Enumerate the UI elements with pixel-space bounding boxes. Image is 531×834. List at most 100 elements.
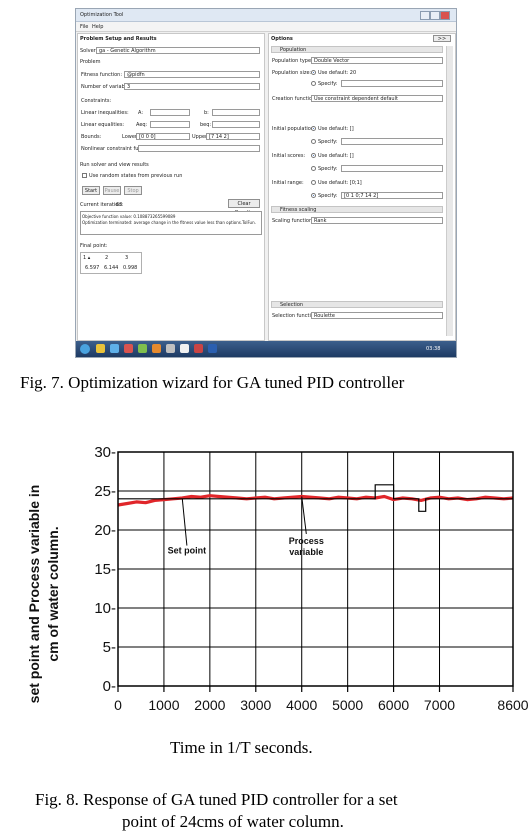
- final-point-table: 1 ▴ 2 3 6.597 6.144 0.998: [80, 252, 142, 274]
- pop-type-label: Population type:: [272, 58, 313, 64]
- maximize-icon[interactable]: [430, 11, 440, 20]
- pause-button[interactable]: Pause: [103, 186, 121, 195]
- pdf-icon[interactable]: [194, 344, 203, 353]
- init-pop-specify-radio[interactable]: [311, 139, 316, 144]
- lower-field[interactable]: [0 0 0]: [136, 133, 190, 140]
- process-variable-line: [117, 494, 514, 507]
- chart-series: [117, 484, 514, 512]
- explorer-icon[interactable]: [96, 344, 105, 353]
- matlab-icon[interactable]: [152, 344, 161, 353]
- init-range-label: Initial range:: [272, 180, 304, 186]
- nvars-field[interactable]: 3: [124, 83, 260, 90]
- pop-size-field[interactable]: [341, 80, 443, 87]
- fig7-caption: Fig. 7. Optimization wizard for GA tuned…: [20, 373, 405, 392]
- plot-frame: [117, 451, 514, 687]
- results-text-area[interactable]: Objective function value: 0.108873265599…: [80, 211, 262, 235]
- selection-fn-select[interactable]: Roulette: [311, 312, 443, 319]
- fig8-caption-line2: point of 24cms of water column.: [122, 812, 344, 831]
- hide-options-button[interactable]: >>: [433, 35, 451, 42]
- lin-eq-a-label: Aeq:: [136, 122, 148, 128]
- x-tick-label: 8600: [497, 697, 528, 713]
- chart-annotation: variable: [289, 547, 323, 557]
- current-iteration-value: 63: [116, 202, 123, 208]
- init-pop-default-radio[interactable]: [311, 126, 316, 131]
- title-bar: Optimization Tool: [76, 9, 456, 22]
- lin-ineq-a-field[interactable]: [150, 109, 190, 116]
- fitness-scaling-section-header[interactable]: Fitness scaling: [271, 206, 443, 213]
- creation-select[interactable]: Use constraint dependent default: [311, 95, 443, 102]
- x-tick-label: 2000: [194, 697, 225, 713]
- windows-taskbar: 03:38: [76, 341, 456, 357]
- x-tick-label: 5000: [332, 697, 363, 713]
- app-icon[interactable]: [138, 344, 147, 353]
- init-range-field[interactable]: [0 1 0;7 14 2]: [341, 192, 443, 199]
- selection-fn-label: Selection function:: [272, 313, 319, 319]
- x-tick-label: 1000: [148, 697, 179, 713]
- init-range-default-label: Use default: [0;1]: [318, 180, 362, 186]
- minimize-icon[interactable]: [420, 11, 430, 20]
- options-panel: Options >> Population Population type: D…: [268, 33, 456, 341]
- population-section-header[interactable]: Population: [271, 46, 443, 53]
- random-states-checkbox[interactable]: [82, 173, 87, 178]
- init-scores-default-radio[interactable]: [311, 153, 316, 158]
- lin-eq-b-field[interactable]: [212, 121, 260, 128]
- problem-label: Problem: [80, 59, 101, 65]
- start-orb-icon[interactable]: [80, 344, 90, 354]
- init-scores-specify-radio[interactable]: [311, 166, 316, 171]
- init-scores-field[interactable]: [341, 165, 443, 172]
- result-line-2: Optimization terminated: average change …: [82, 220, 256, 225]
- pop-size-default-label: Use default: 20: [318, 70, 357, 76]
- set-point-pointer: [181, 498, 188, 546]
- chart-annotation: Set point: [168, 545, 207, 555]
- window-icon[interactable]: [166, 344, 175, 353]
- chart-annotation: Process: [289, 536, 324, 546]
- options-scrollbar[interactable]: [446, 46, 453, 336]
- nonlin-field[interactable]: [138, 145, 260, 152]
- constraints-label: Constraints:: [81, 98, 112, 104]
- table-cell: 0.998: [123, 265, 138, 271]
- init-range-default-radio[interactable]: [311, 180, 316, 185]
- init-scores-default-label: Use default: []: [318, 153, 354, 159]
- scaling-fn-select[interactable]: Rank: [311, 217, 443, 224]
- selection-section-header[interactable]: Selection: [271, 301, 443, 308]
- lower-label: Lower:: [122, 134, 139, 140]
- browser-icon[interactable]: [110, 344, 119, 353]
- set-point-line: [118, 484, 513, 512]
- x-tick-label: 6000: [378, 697, 409, 713]
- pop-size-default-radio[interactable]: [311, 70, 316, 75]
- pop-size-label: Population size:: [272, 70, 312, 76]
- close-icon[interactable]: [440, 11, 450, 20]
- fig8-caption-line1: Fig. 8. Response of GA tuned PID control…: [35, 790, 398, 809]
- lin-eq-b-label: beq:: [200, 122, 212, 128]
- fitness-field[interactable]: @pidfn: [124, 71, 260, 78]
- table-cell: 6.144: [104, 265, 119, 271]
- y-tick-label: 20-: [94, 522, 116, 539]
- y-tick-label: 10-: [94, 600, 116, 617]
- x-tick-label: 4000: [286, 697, 317, 713]
- y-tick-label: 5-: [103, 639, 116, 656]
- start-button[interactable]: Start: [82, 186, 100, 195]
- init-range-specify-radio[interactable]: [311, 193, 316, 198]
- pop-type-select[interactable]: Double Vector: [311, 57, 443, 64]
- word-icon[interactable]: [208, 344, 217, 353]
- y-tick-labels: 0- 5- 10- 15- 20- 25- 30-: [94, 444, 116, 695]
- document-icon[interactable]: [180, 344, 189, 353]
- menu-file[interactable]: File: [80, 24, 89, 30]
- init-pop-field[interactable]: [341, 138, 443, 145]
- menu-help[interactable]: Help: [92, 24, 104, 30]
- lin-eq-a-field[interactable]: [150, 121, 190, 128]
- media-icon[interactable]: [124, 344, 133, 353]
- nonlin-label: Nonlinear constraint function:: [81, 146, 156, 152]
- result-line-1: Objective function value: 0.108873265599…: [82, 214, 176, 219]
- init-scores-label: Initial scores:: [272, 153, 306, 159]
- stop-button[interactable]: Stop: [124, 186, 142, 195]
- solver-select[interactable]: ga - Genetic Algorithm: [96, 47, 260, 54]
- upper-field[interactable]: [7 14 2]: [206, 133, 260, 140]
- x-tick-label: 7000: [424, 697, 455, 713]
- pop-size-specify-radio[interactable]: [311, 81, 316, 86]
- process-variable-pointer: [301, 496, 307, 534]
- final-point-label: Final point:: [80, 243, 108, 249]
- lin-ineq-b-label: b:: [204, 110, 209, 116]
- clear-results-button[interactable]: Clear Results: [228, 199, 260, 216]
- lin-ineq-b-field[interactable]: [212, 109, 260, 116]
